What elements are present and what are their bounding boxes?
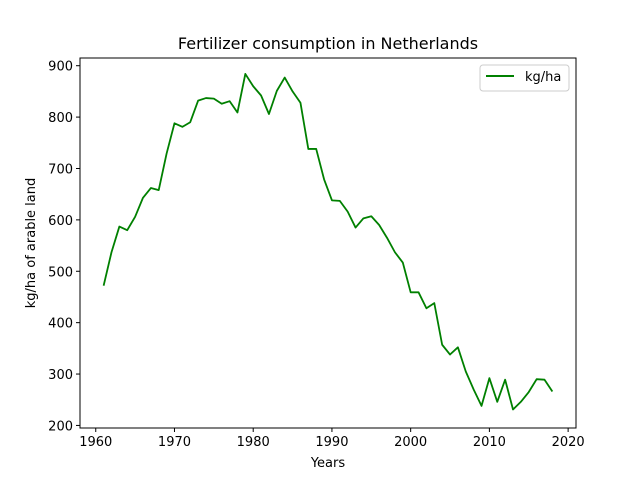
y-axis: 200 300 400 500 600 700 800 900 [48, 60, 80, 434]
chart-title: Fertilizer consumption in Netherlands [178, 34, 478, 53]
x-axis-label: Years [310, 456, 346, 471]
y-tick-label: 200 [48, 419, 73, 434]
y-tick-label: 500 [48, 265, 73, 280]
x-tick-label: 1990 [315, 435, 348, 450]
y-tick-label: 900 [48, 60, 73, 75]
x-tick-label: 2010 [473, 435, 506, 450]
series-line [102, 73, 554, 411]
plot-frame [79, 57, 577, 429]
x-tick-label: 1960 [79, 435, 112, 450]
x-axis: 1960 1970 1980 1990 2000 2010 2020 [79, 428, 585, 450]
legend-box [479, 64, 570, 92]
legend-entry-label: kg/ha [525, 70, 561, 85]
y-tick-label: 600 [48, 214, 73, 229]
y-axis-label: kg/ha of arable land [24, 178, 39, 309]
y-tick-label: 700 [48, 162, 73, 177]
y-tick-label: 300 [48, 368, 73, 383]
legend: kg/ha [479, 64, 570, 92]
y-tick-label: 400 [48, 317, 73, 332]
x-tick-label: 1980 [237, 435, 270, 450]
y-tick-label: 800 [48, 111, 73, 126]
x-tick-label: 2000 [394, 435, 427, 450]
x-tick-label: 1970 [158, 435, 191, 450]
plot-area [102, 73, 554, 411]
x-tick-label: 2020 [552, 435, 585, 450]
